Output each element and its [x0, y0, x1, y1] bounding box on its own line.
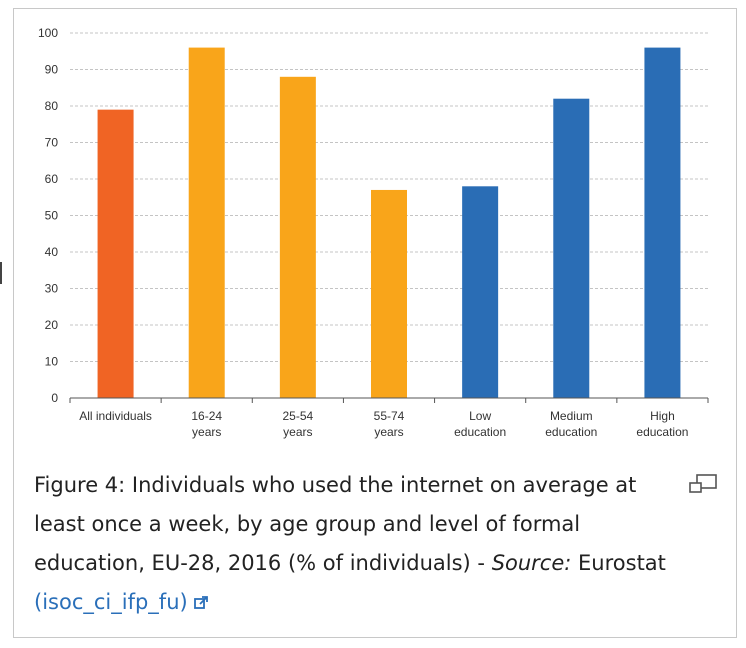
x-tick-label: Medium education — [545, 409, 597, 439]
bar — [97, 109, 134, 399]
external-link-icon[interactable] — [193, 595, 209, 610]
y-tick-label: 60 — [45, 172, 59, 186]
y-tick-label: 20 — [45, 318, 59, 332]
figure-caption: Figure 4: Individuals who used the inter… — [34, 466, 684, 622]
x-tick-label: All individuals — [79, 409, 152, 423]
x-tick-label: High education — [636, 409, 688, 439]
y-axis-ticks: 0 10 20 30 40 50 60 70 80 90 100 — [38, 26, 58, 405]
y-tick-label: 40 — [45, 245, 59, 259]
bar — [371, 189, 407, 398]
caption-text: Figure 4: Individuals who used the inter… — [34, 473, 637, 575]
bar — [462, 186, 499, 398]
bar-chart: 0 10 20 30 40 50 60 70 80 90 100 All individuals 16… — [38, 26, 709, 439]
bar — [553, 98, 590, 398]
bar — [644, 47, 681, 398]
y-tick-label: 80 — [45, 99, 59, 113]
x-tick-label: 16-24 years — [191, 409, 222, 439]
bar — [279, 76, 316, 399]
dataset-link[interactable]: (isoc_ci_ifp_fu) — [34, 590, 188, 614]
page-edge-mark — [0, 262, 2, 284]
caption-source-label: Source: — [491, 551, 572, 575]
y-tick-label: 70 — [45, 136, 59, 150]
y-tick-label: 30 — [45, 282, 59, 296]
y-tick-label: 100 — [38, 26, 58, 40]
x-axis-labels: All individuals 16-24 years 25-54 years 55-74… — [79, 409, 688, 439]
x-axis — [69, 397, 709, 403]
y-tick-label: 0 — [51, 391, 58, 405]
y-tick-label: 90 — [45, 63, 59, 77]
expand-icon[interactable] — [688, 474, 718, 494]
gridlines — [70, 32, 708, 362]
x-tick-label: 55-74 years — [374, 409, 405, 439]
y-tick-label: 10 — [45, 355, 59, 369]
caption-source-name: Eurostat — [571, 551, 666, 575]
x-tick-label: 25-54 years — [283, 409, 314, 439]
bars — [97, 47, 681, 399]
bar — [188, 47, 225, 398]
x-tick-label: Low education — [454, 409, 506, 439]
y-tick-label: 50 — [45, 209, 59, 223]
